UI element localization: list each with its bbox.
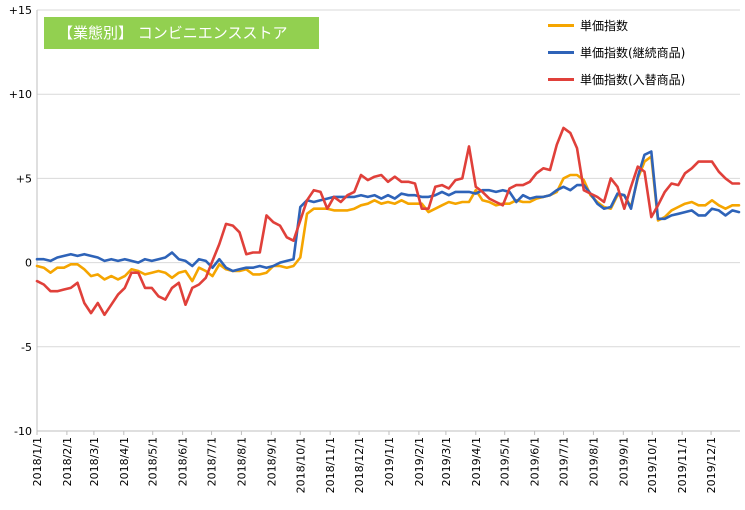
y-tick-label: +5 <box>16 172 32 185</box>
x-tick-label: 2018/7/1 <box>206 437 219 486</box>
x-tick-label: 2018/9/1 <box>265 437 278 486</box>
x-tick-label: 2019/9/1 <box>617 437 630 486</box>
legend-label-2: 単価指数(入替商品) <box>580 73 686 87</box>
legend-item-2: 単価指数(入替商品) <box>548 66 685 93</box>
x-tick-label: 2019/6/1 <box>529 437 542 486</box>
legend-item-1: 単価指数(継続商品) <box>548 39 685 66</box>
y-tick-label: -10 <box>14 425 32 438</box>
legend-item-0: 単価指数 <box>548 12 685 39</box>
x-tick-label: 2019/11/1 <box>676 437 689 493</box>
series-line-1 <box>35 150 741 273</box>
y-tick-label: -5 <box>21 341 32 354</box>
legend: 単価指数 単価指数(継続商品) 単価指数(入替商品) <box>548 12 685 93</box>
x-tick-label: 2018/1/1 <box>31 437 44 486</box>
x-tick-label: 2018/10/1 <box>294 437 307 493</box>
x-tick-label: 2018/8/1 <box>235 437 248 486</box>
legend-swatch-0 <box>548 24 574 27</box>
y-tick-labels: -10 -5 0 +5 +10 +15 <box>9 4 32 438</box>
x-tick-label: 2018/6/1 <box>177 437 190 486</box>
x-tick-label: 2019/8/1 <box>587 437 600 486</box>
x-tick-label: 2018/11/1 <box>324 437 337 493</box>
x-tick-labels: 2018/1/1 2018/2/1 2018/3/1 2018/4/1 2018/5/1… <box>31 431 718 493</box>
legend-label-0: 単価指数 <box>580 19 629 33</box>
x-tick-label: 2019/2/1 <box>413 437 426 486</box>
x-tick-label: 2018/2/1 <box>61 437 74 486</box>
x-tick-label: 2018/5/1 <box>147 437 160 486</box>
x-tick-label: 2019/10/1 <box>646 437 659 493</box>
legend-swatch-1 <box>548 51 574 54</box>
y-tick-label: 0 <box>25 257 32 270</box>
legend-swatch-2 <box>548 78 574 81</box>
series-lines <box>35 126 741 317</box>
x-tick-label: 2019/5/1 <box>499 437 512 486</box>
legend-label-1: 単価指数(継続商品) <box>580 46 686 60</box>
x-tick-label: 2019/12/1 <box>705 437 718 493</box>
x-tick-label: 2018/3/1 <box>88 437 101 486</box>
chart-title: 【業態別】 コンビニエンスストア <box>44 17 319 49</box>
x-tick-label: 2019/4/1 <box>470 437 483 486</box>
y-tick-label: +15 <box>9 4 32 17</box>
x-tick-label: 2019/3/1 <box>440 437 453 486</box>
x-tick-label: 2018/4/1 <box>118 437 131 486</box>
series-line-2 <box>35 126 741 317</box>
x-tick-label: 2019/1/1 <box>383 437 396 486</box>
x-tick-label: 2018/12/1 <box>353 437 366 493</box>
x-tick-label: 2019/7/1 <box>558 437 571 486</box>
y-tick-label: +10 <box>9 88 32 101</box>
